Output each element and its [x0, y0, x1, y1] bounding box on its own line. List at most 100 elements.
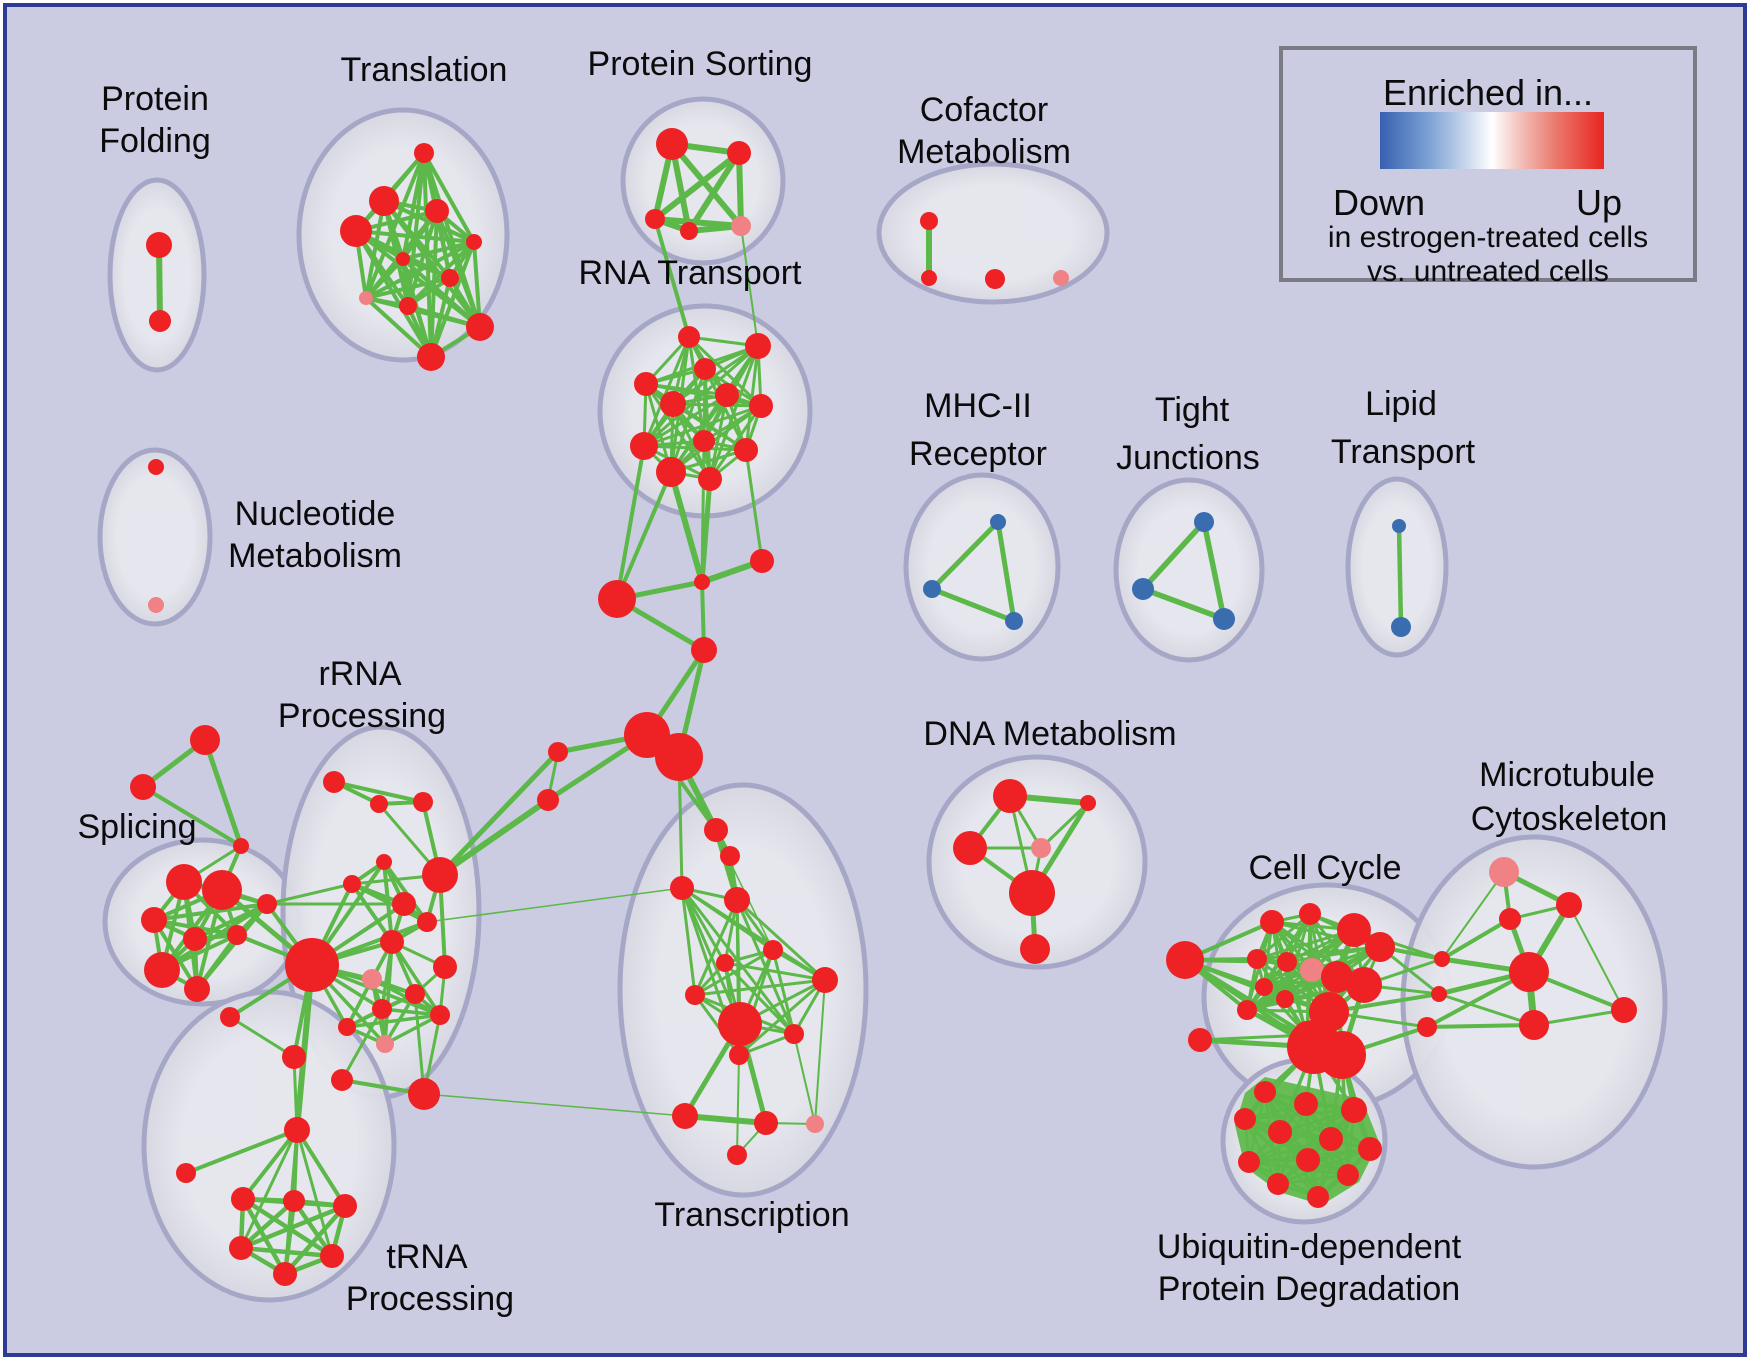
node[interactable] — [1267, 1173, 1289, 1195]
node[interactable] — [166, 864, 202, 900]
node[interactable] — [784, 1024, 804, 1044]
node[interactable] — [1238, 1151, 1260, 1173]
node[interactable] — [1166, 941, 1204, 979]
node[interactable] — [698, 467, 722, 491]
node[interactable] — [1337, 1164, 1359, 1186]
node[interactable] — [362, 969, 382, 989]
node[interactable] — [993, 779, 1027, 813]
node[interactable] — [1392, 519, 1406, 533]
node[interactable] — [1319, 1127, 1343, 1151]
node[interactable] — [148, 459, 164, 475]
node[interactable] — [1611, 997, 1637, 1023]
node[interactable] — [1365, 932, 1395, 962]
node[interactable] — [672, 1103, 698, 1129]
node[interactable] — [273, 1262, 297, 1286]
node[interactable] — [392, 892, 416, 916]
node[interactable] — [1234, 1108, 1256, 1130]
node[interactable] — [1260, 910, 1284, 934]
node[interactable] — [1009, 870, 1055, 916]
node[interactable] — [694, 574, 710, 590]
node[interactable] — [678, 326, 700, 348]
node[interactable] — [685, 985, 705, 1005]
node[interactable] — [731, 216, 751, 236]
node[interactable] — [146, 232, 172, 258]
node[interactable] — [656, 128, 688, 160]
node[interactable] — [1431, 986, 1447, 1002]
node[interactable] — [754, 1111, 778, 1135]
node[interactable] — [1296, 1148, 1320, 1172]
node[interactable] — [283, 1190, 305, 1212]
node[interactable] — [1300, 958, 1324, 982]
node[interactable] — [923, 580, 941, 598]
node[interactable] — [655, 733, 703, 781]
node[interactable] — [729, 1045, 749, 1065]
node[interactable] — [1053, 270, 1069, 286]
node[interactable] — [660, 391, 686, 417]
node[interactable] — [343, 875, 361, 893]
node[interactable] — [430, 1005, 450, 1025]
node[interactable] — [376, 854, 392, 870]
node[interactable] — [1556, 892, 1582, 918]
node[interactable] — [141, 907, 167, 933]
node[interactable] — [1005, 612, 1023, 630]
node[interactable] — [598, 580, 636, 618]
node[interactable] — [422, 857, 458, 893]
node[interactable] — [370, 795, 388, 813]
node[interactable] — [537, 789, 559, 811]
node[interactable] — [716, 954, 734, 972]
node[interactable] — [1341, 1097, 1367, 1123]
node[interactable] — [670, 876, 694, 900]
node[interactable] — [285, 938, 339, 992]
node[interactable] — [1255, 978, 1273, 996]
node[interactable] — [1318, 1031, 1366, 1079]
node[interactable] — [1358, 1137, 1382, 1161]
node[interactable] — [233, 838, 249, 854]
node[interactable] — [1489, 857, 1519, 887]
node[interactable] — [333, 1194, 357, 1218]
node[interactable] — [1247, 949, 1267, 969]
node[interactable] — [656, 457, 686, 487]
node[interactable] — [953, 831, 987, 865]
node[interactable] — [548, 742, 568, 762]
node[interactable] — [812, 967, 838, 993]
node[interactable] — [718, 1002, 762, 1046]
node[interactable] — [227, 925, 247, 945]
node[interactable] — [990, 514, 1006, 530]
node[interactable] — [1132, 578, 1154, 600]
node[interactable] — [369, 186, 399, 216]
node[interactable] — [1194, 512, 1214, 532]
node[interactable] — [1321, 961, 1353, 993]
node[interactable] — [720, 846, 740, 866]
node[interactable] — [190, 725, 220, 755]
node[interactable] — [680, 222, 698, 240]
node[interactable] — [745, 333, 771, 359]
node[interactable] — [331, 1069, 353, 1091]
node[interactable] — [1434, 951, 1450, 967]
node[interactable] — [466, 234, 482, 250]
node[interactable] — [750, 549, 774, 573]
node[interactable] — [340, 215, 372, 247]
node[interactable] — [1268, 1120, 1292, 1144]
node[interactable] — [282, 1045, 306, 1069]
node[interactable] — [1307, 1186, 1329, 1208]
node[interactable] — [630, 432, 658, 460]
node[interactable] — [1277, 952, 1297, 972]
node[interactable] — [323, 771, 345, 793]
node[interactable] — [148, 597, 164, 613]
node[interactable] — [1213, 608, 1235, 630]
node[interactable] — [724, 887, 750, 913]
node[interactable] — [645, 209, 665, 229]
node[interactable] — [372, 999, 392, 1019]
node[interactable] — [399, 297, 417, 315]
node[interactable] — [1254, 1081, 1276, 1103]
node[interactable] — [183, 927, 207, 951]
node[interactable] — [734, 438, 758, 462]
node[interactable] — [920, 212, 938, 230]
node[interactable] — [1031, 838, 1051, 858]
node[interactable] — [1417, 1017, 1437, 1037]
node[interactable] — [417, 343, 445, 371]
node[interactable] — [704, 818, 728, 842]
node[interactable] — [715, 383, 739, 407]
node[interactable] — [338, 1018, 356, 1036]
node[interactable] — [359, 291, 373, 305]
